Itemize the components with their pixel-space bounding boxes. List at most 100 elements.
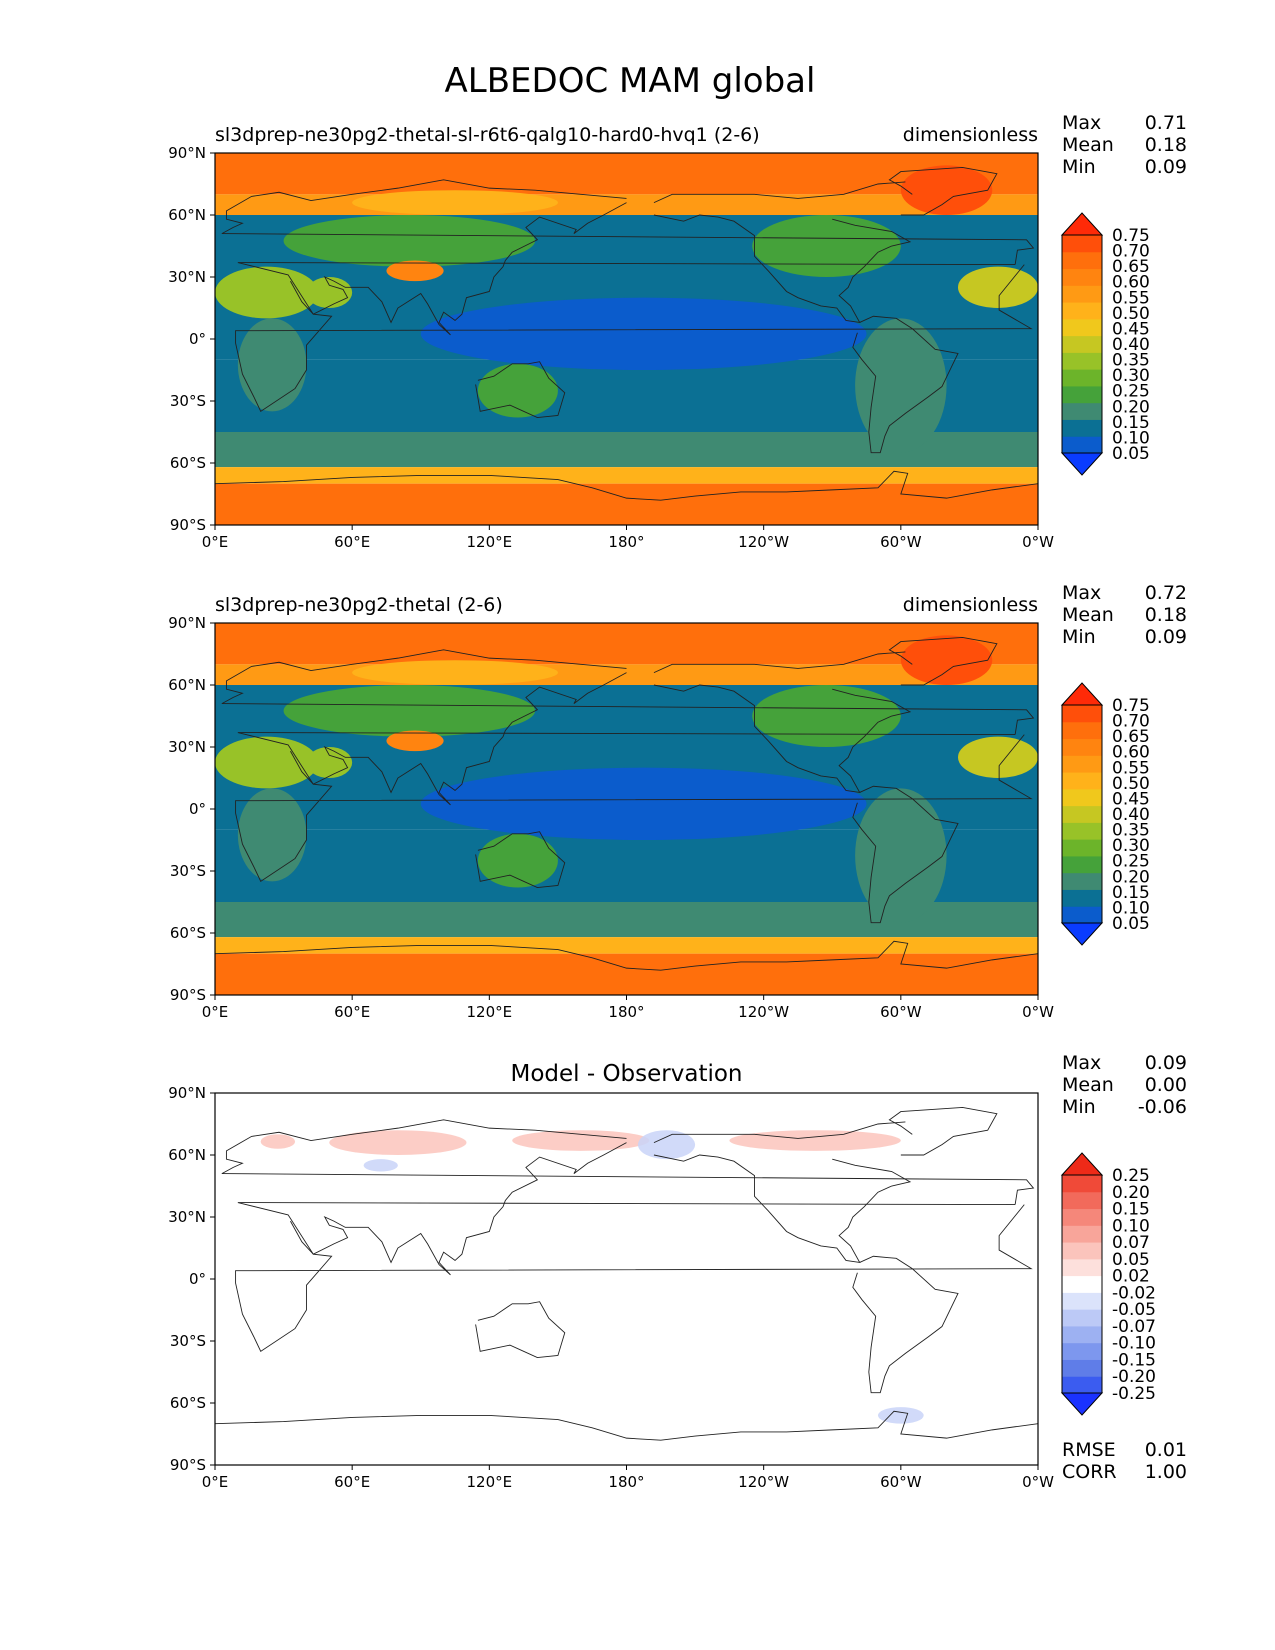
colorbar-segment	[1062, 772, 1102, 790]
region-africa	[237, 788, 307, 882]
region-tropical-pacific	[420, 297, 867, 371]
colorbar-segment	[1062, 1359, 1102, 1377]
colorbar-tick-label: 0.15	[1112, 883, 1150, 903]
colorbar-tick-label: -0.07	[1112, 1317, 1156, 1337]
stat-label: Min	[1062, 626, 1096, 648]
region-north-america	[752, 215, 901, 277]
x-tick-label: 60°E	[334, 1003, 370, 1021]
colorbar-extend-min	[1060, 1392, 1104, 1416]
colorbar-segment	[1062, 1225, 1102, 1243]
colorbar-segment	[1062, 1376, 1102, 1394]
colorbar-tick-label: 0.10	[1112, 428, 1150, 448]
coastline	[852, 1255, 959, 1394]
coastline	[653, 181, 906, 204]
colorbar-tick-label: 0.75	[1112, 226, 1150, 246]
colorbar-tick-label: 0.15	[1112, 413, 1150, 433]
panel-title: sl3dprep-ne30pg2-thetal-sl-r6t6-qalg10-h…	[215, 124, 760, 146]
anomaly-patch	[512, 1130, 650, 1151]
colorbar-segment	[1062, 738, 1102, 756]
y-tick-label: 30°N	[168, 738, 206, 756]
colorbar-tick-label: 0.25	[1112, 382, 1150, 402]
anomaly-patch	[363, 1159, 398, 1172]
stat-value: 0.01	[1145, 1439, 1187, 1461]
stat-value: -0.06	[1138, 1096, 1187, 1118]
map-panel-1: 0°E 60°E 120°E 180° 120°W 60°W 0°W 90°N 60°N 30°N…	[168, 112, 1187, 551]
colorbar-tick-label: 0.05	[1112, 444, 1150, 464]
colorbar-segment	[1062, 1292, 1102, 1310]
colorbar-tick-label: 0.30	[1112, 836, 1150, 856]
map-panel-2: 0°E 60°E 120°E 180° 120°W 60°W 0°W 90°N 60°N 30°N…	[168, 582, 1187, 1021]
colorbar-tick-label: 0.20	[1112, 397, 1150, 417]
colorbar-tick-label: 0.35	[1112, 821, 1150, 841]
coastline	[221, 179, 1035, 265]
coastline	[221, 649, 1035, 735]
coastline	[235, 262, 1033, 412]
y-tick-label: 60°S	[170, 924, 206, 942]
colorbar-tick-label: 0.45	[1112, 789, 1150, 809]
colorbar-tick-label: 0.60	[1112, 743, 1150, 763]
colorbar-segment	[1062, 335, 1102, 353]
anomaly-patch	[329, 1130, 467, 1155]
colorbar-segment	[1062, 385, 1102, 404]
y-tick-label: 90°S	[170, 986, 206, 1004]
coastline	[290, 202, 627, 336]
coastline	[653, 684, 912, 794]
x-tick-label: 60°E	[334, 1473, 370, 1491]
stat-label: Max	[1062, 1052, 1101, 1074]
colorbar-segment	[1062, 369, 1102, 387]
y-tick-label: 0°	[189, 330, 206, 348]
region-siberia	[352, 190, 558, 216]
colorbar-segment	[1062, 1208, 1102, 1226]
x-tick-label: 120°W	[738, 1473, 789, 1491]
stat-label: Min	[1062, 1096, 1096, 1118]
x-tick-label: 0°W	[1022, 1473, 1054, 1491]
y-tick-label: 60°S	[170, 454, 206, 472]
coastline	[888, 1107, 998, 1156]
colorbar-segment	[1062, 755, 1102, 773]
colorbar-tick-label: 0.07	[1112, 1233, 1150, 1253]
colorbar-tick-label: -0.10	[1112, 1334, 1156, 1354]
x-tick-label: 60°W	[880, 1003, 922, 1021]
colorbar-extend-max	[1060, 1152, 1104, 1176]
colorbar-tick-label: -0.25	[1112, 1384, 1156, 1404]
coastline	[852, 315, 959, 454]
region-eurasia	[283, 685, 536, 737]
y-tick-label: 30°S	[170, 392, 206, 410]
x-tick-label: 60°W	[880, 533, 922, 551]
coastline	[290, 1142, 627, 1276]
x-tick-label: 180°	[608, 1003, 644, 1021]
region-tibet	[386, 730, 444, 752]
colorbar-tick-label: 0.55	[1112, 758, 1150, 778]
colorbar-tick-label: 0.70	[1112, 712, 1150, 732]
coastline	[235, 1202, 1033, 1352]
latitude-band	[215, 483, 1038, 525]
colorbar-tick-label: 0.05	[1112, 914, 1150, 934]
stat-value: 0.18	[1145, 604, 1187, 626]
stat-value: 0.09	[1145, 1052, 1187, 1074]
colorbar-extend-max	[1060, 212, 1104, 236]
colorbar-tick-label: 0.15	[1112, 1200, 1150, 1220]
colorbar-frame	[1061, 1174, 1103, 1394]
colorbar-tick-label: 0.75	[1112, 696, 1150, 716]
stat-label: Max	[1062, 582, 1101, 604]
latitude-band	[215, 153, 1038, 195]
latitude-band	[215, 937, 1038, 954]
colorbar-segment	[1062, 1342, 1102, 1360]
panel-title: Model - Observation	[510, 1061, 742, 1087]
stat-value: 0.00	[1145, 1074, 1187, 1096]
region-sahara	[215, 736, 318, 789]
colorbar-segment	[1062, 1242, 1102, 1260]
region-australia	[477, 833, 558, 888]
map-field	[215, 153, 1038, 525]
latitude-band	[215, 623, 1038, 665]
coastline	[888, 637, 998, 686]
colorbar-segment	[1062, 251, 1102, 270]
y-tick-label: 60°S	[170, 1394, 206, 1412]
stat-value: 0.09	[1145, 626, 1187, 648]
y-tick-label: 90°S	[170, 516, 206, 534]
colorbar-segment	[1062, 436, 1102, 454]
colorbar-tick-label: 0.50	[1112, 304, 1150, 324]
colorbar-segment	[1062, 855, 1102, 874]
coastline	[653, 1121, 906, 1144]
region-sahara	[215, 266, 318, 319]
